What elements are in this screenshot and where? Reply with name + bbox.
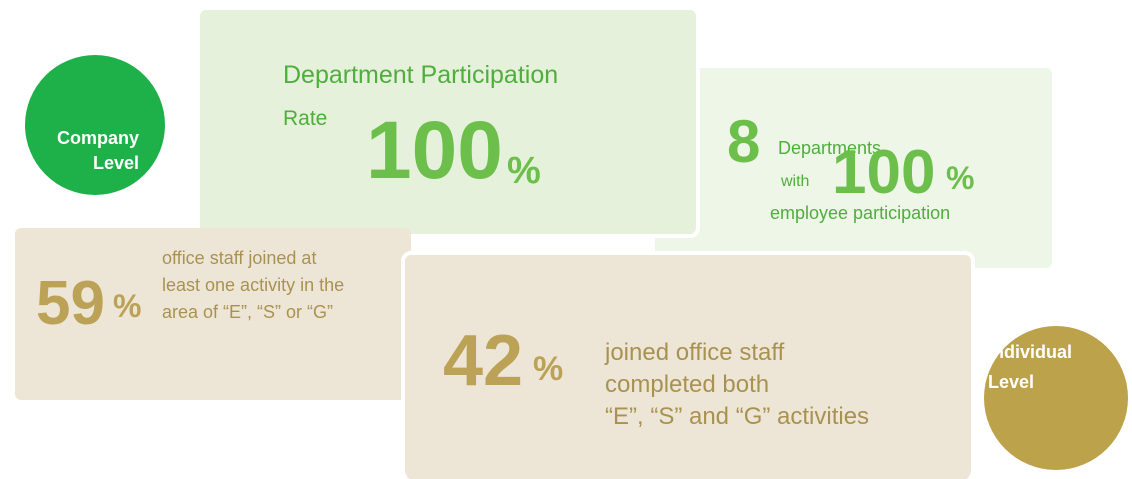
participation-unit: %: [507, 150, 541, 192]
completed-unit: %: [533, 350, 564, 388]
office-staff-unit: %: [113, 288, 142, 324]
departments-caption: employee participation: [770, 203, 951, 223]
office-staff-number: 59: [36, 269, 105, 338]
company-circle: [25, 55, 165, 195]
completed-number: 42: [443, 321, 524, 401]
departments-label: Departments: [778, 138, 882, 158]
office-staff-box: [15, 228, 411, 400]
participation-title: Rate: [283, 107, 328, 130]
office-staff-text: least one activity in the: [162, 275, 345, 295]
completed-text: completed both: [605, 371, 770, 398]
completed-box: [401, 251, 975, 479]
participation-number: 100: [366, 105, 503, 196]
company-label: Level: [92, 153, 139, 173]
individual-circle: [984, 326, 1128, 470]
participation-title: Department Participation: [283, 61, 559, 89]
office-staff-text: area of “E”, “S” or “G”: [162, 302, 334, 322]
individual-label: Individual: [988, 342, 1073, 362]
departments-percent: 100: [832, 138, 936, 207]
company-label: Company: [56, 128, 139, 148]
individual-label: Level: [988, 372, 1035, 392]
departments-box: [655, 68, 1052, 268]
completed-text: joined office staff: [605, 339, 785, 366]
office-staff-text: office staff joined at: [162, 248, 317, 268]
completed-text: “E”, “S” and “G” activities: [605, 403, 870, 430]
departments-number: 8: [727, 108, 761, 175]
departments-connector: with: [781, 173, 810, 190]
departments-unit: %: [946, 160, 975, 196]
participation-box: [196, 6, 700, 238]
